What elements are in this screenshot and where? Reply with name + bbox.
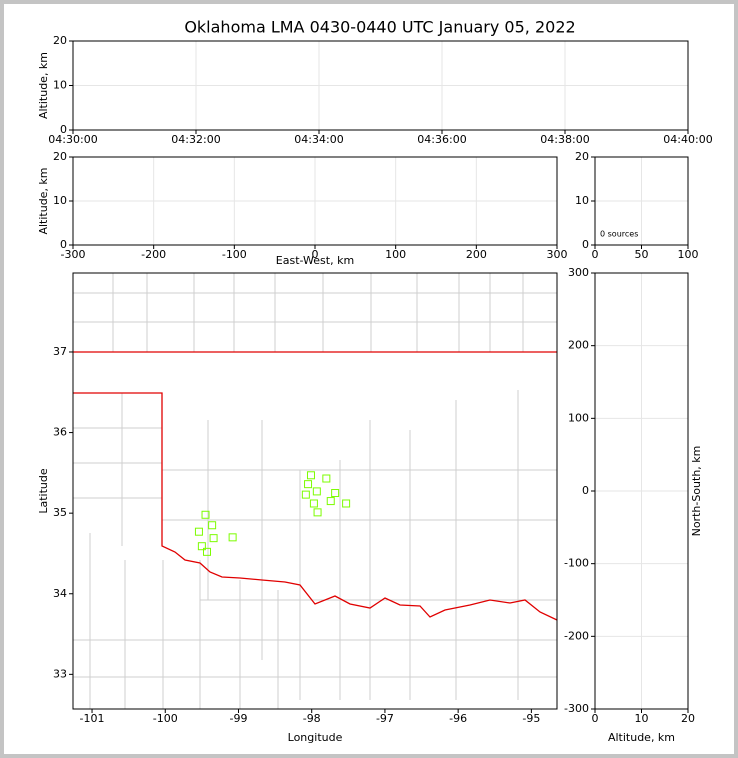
x-tick-label: -101	[80, 712, 105, 725]
x-tick-label: 300	[547, 248, 568, 261]
x-tick-label: -95	[522, 712, 540, 725]
y-tick-label: 33	[53, 667, 67, 680]
x-tick-label: 50	[635, 248, 649, 261]
y-tick-label: -200	[564, 629, 589, 642]
axes-frame	[594, 156, 689, 246]
y-tick-label: -300	[564, 702, 589, 715]
point	[306, 471, 315, 480]
point	[342, 499, 351, 508]
annotation: 0 sources	[600, 230, 638, 239]
y-axis-label: Altitude, km	[37, 52, 50, 119]
y-axis-label: Latitude	[37, 468, 50, 514]
y-tick-label: 20	[575, 150, 589, 163]
x-tick-label: -97	[376, 712, 394, 725]
y-tick-label: 36	[53, 426, 67, 439]
x-tick-label: -99	[229, 712, 247, 725]
y-tick-label: 0	[60, 238, 67, 251]
y-tick-label: 100	[568, 411, 589, 424]
y-axis-label: Altitude, km	[37, 167, 50, 234]
point	[208, 521, 217, 530]
x-tick-label: 04:30:00	[48, 133, 97, 146]
y-tick-label: 200	[568, 339, 589, 352]
x-tick-label: 20	[681, 712, 695, 725]
y-tick-label: 20	[53, 34, 67, 47]
point	[301, 490, 310, 499]
x-tick-label: 04:34:00	[294, 133, 343, 146]
point	[312, 487, 321, 496]
x-tick-label: -100	[153, 712, 178, 725]
x-tick-label: -200	[141, 248, 166, 261]
point	[322, 474, 331, 483]
point	[194, 527, 203, 536]
point	[228, 533, 237, 542]
x-tick-label: 10	[635, 712, 649, 725]
y-tick-label: 0	[582, 484, 589, 497]
y-tick-label: 0	[582, 238, 589, 251]
y-tick-label: 35	[53, 506, 67, 519]
x-tick-label: 04:40:00	[663, 133, 712, 146]
state-map	[73, 273, 558, 709]
y-tick-label: 10	[575, 194, 589, 207]
y-tick-label: 34	[53, 587, 67, 600]
x-axis-label: Altitude, km	[608, 731, 675, 744]
x-tick-label: 0	[592, 248, 599, 261]
y-tick-label: 300	[568, 266, 589, 279]
point	[209, 534, 218, 543]
point	[201, 510, 210, 519]
axes-frame	[72, 156, 558, 246]
point	[202, 547, 211, 556]
axes-frame	[72, 272, 558, 710]
state-border	[73, 351, 558, 621]
x-axis-label: Longitude	[288, 731, 343, 744]
y-tick-label: 0	[60, 123, 67, 136]
x-tick-label: -98	[303, 712, 321, 725]
y-tick-label: 20	[53, 150, 67, 163]
y-tick-label: 10	[53, 79, 67, 92]
x-tick-label: 200	[466, 248, 487, 261]
y-tick-label: 10	[53, 194, 67, 207]
y-tick-label: -100	[564, 557, 589, 570]
x-tick-label: -100	[222, 248, 247, 261]
x-tick-label: -300	[61, 248, 86, 261]
point	[313, 508, 322, 517]
x-tick-label: 0	[592, 712, 599, 725]
x-tick-label: 100	[385, 248, 406, 261]
axes-frame	[594, 272, 689, 710]
axes-frame	[72, 40, 689, 131]
y-tick-label: 37	[53, 345, 67, 358]
point	[304, 480, 313, 489]
y-axis-label: North-South, km	[690, 446, 703, 537]
x-axis-label: East-West, km	[276, 254, 354, 267]
x-tick-label: 0	[312, 248, 319, 261]
x-tick-label: 04:36:00	[417, 133, 466, 146]
x-tick-label: 100	[678, 248, 699, 261]
point	[197, 542, 206, 551]
x-tick-label: 04:38:00	[540, 133, 589, 146]
point	[309, 499, 318, 508]
chart-title: Oklahoma LMA 0430-0440 UTC January 05, 2…	[184, 18, 575, 37]
x-tick-label: 04:32:00	[171, 133, 220, 146]
county-lines	[73, 273, 557, 709]
point	[326, 497, 335, 506]
point	[331, 489, 340, 498]
x-tick-label: -96	[449, 712, 467, 725]
